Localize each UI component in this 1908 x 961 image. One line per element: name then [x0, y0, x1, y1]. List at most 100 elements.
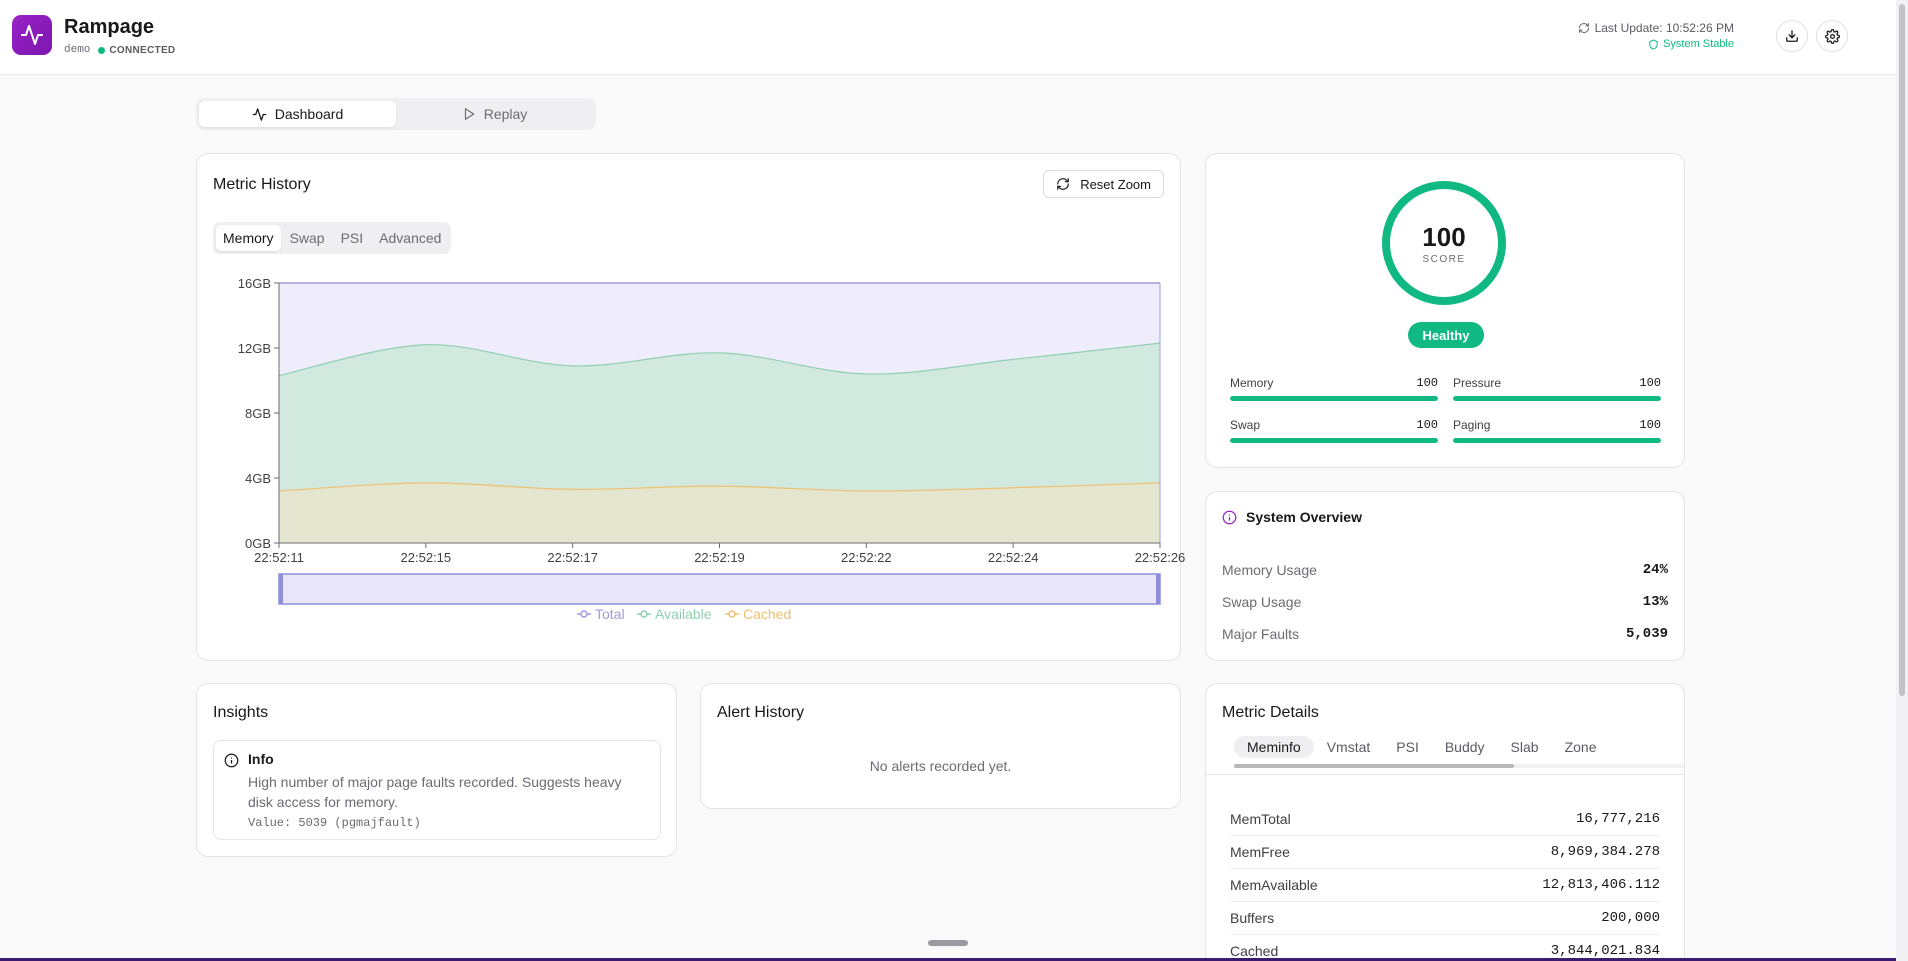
x-tick-label: 22:52:15	[401, 550, 452, 565]
gear-icon	[1824, 28, 1840, 44]
play-icon	[464, 108, 474, 120]
tab-psi[interactable]: PSI	[1396, 739, 1419, 755]
refresh-icon	[1057, 178, 1070, 190]
tabs-scrollbar[interactable]	[1234, 764, 1684, 768]
subscore-fill	[1230, 396, 1438, 401]
overview-value: 5,039	[1625, 626, 1668, 642]
table-row: MemAvailable 12,813,406.112	[1230, 869, 1660, 902]
settings-button[interactable]	[1816, 20, 1848, 52]
subscore-bar	[1230, 438, 1438, 443]
overview-value: 24%	[1642, 562, 1668, 578]
tab-meminfo[interactable]: Meminfo	[1234, 736, 1314, 758]
subscore-fill	[1453, 396, 1661, 401]
legend-swatch-marker	[728, 610, 736, 618]
tab-buddy[interactable]: Buddy	[1444, 739, 1485, 755]
system-overview-title: System Overview	[1246, 509, 1362, 525]
subtab-psi[interactable]: PSI	[340, 230, 364, 246]
tab-replay[interactable]: Replay	[396, 101, 593, 127]
memory-chart[interactable]: 0GB 4GB 8GB 12GB 16GB 22:52:11 22:52:15 22:52:1…	[197, 154, 1186, 662]
x-tick-label: 22:52:19	[694, 550, 745, 565]
download-icon	[1786, 30, 1798, 42]
table-row: MemFree 8,969,384.278	[1230, 836, 1660, 869]
drag-handle[interactable]	[928, 940, 968, 946]
overview-label: Memory Usage	[1222, 562, 1317, 578]
insight-item: Info High number of major page faults re…	[213, 740, 661, 840]
connection-status: CONNECTED	[98, 45, 175, 56]
status-badge: Healthy	[1408, 322, 1484, 348]
overview-row: Swap Usage 13%	[1222, 594, 1668, 610]
reset-zoom-button[interactable]: Reset Zoom	[1043, 170, 1164, 198]
legend-label: Cached	[743, 606, 791, 622]
subscore-label: Swap	[1230, 418, 1261, 432]
refresh-icon	[1578, 23, 1589, 33]
mode-tabs: Dashboard Replay	[196, 98, 596, 130]
metric-name: MemFree	[1230, 844, 1290, 860]
insights-title: Insights	[213, 704, 269, 721]
insights-card: Insights Info High number of major page …	[196, 683, 677, 857]
app-header: Rampage demo CONNECTED Last Update: 10:5…	[0, 0, 1896, 75]
metric-history-title: Metric History	[213, 176, 311, 193]
tab-dashboard[interactable]: Dashboard	[199, 101, 396, 127]
subscore-label: Paging	[1453, 418, 1491, 432]
subtab-memory[interactable]: Memory	[216, 225, 281, 251]
x-tick-label: 22:52:11	[254, 550, 304, 565]
page-scrollbar[interactable]	[1896, 0, 1908, 961]
subscore-label: Pressure	[1453, 376, 1502, 390]
y-tick-label: 4GB	[245, 471, 271, 486]
zoom-handle-left	[279, 574, 283, 604]
zoom-slider	[278, 573, 1161, 605]
series-line-cached	[278, 482, 1161, 492]
app-subtitle: demo CONNECTED	[64, 44, 175, 56]
tab-slab[interactable]: Slab	[1510, 739, 1539, 755]
tab-vmstat[interactable]: Vmstat	[1326, 739, 1371, 755]
insight-text: High number of major page faults recorde…	[248, 774, 622, 810]
metric-details-card: Metric Details Meminfo Vmstat PSI Buddy …	[1205, 683, 1685, 961]
score-value: 100	[1422, 222, 1466, 252]
subscore-value: 100	[1639, 376, 1661, 390]
page-scroll-thumb[interactable]	[1899, 4, 1905, 696]
alert-history-card: Alert History No alerts recorded yet.	[700, 683, 1181, 809]
metric-details-title: Metric Details	[1222, 704, 1319, 721]
subscore-value: 100	[1639, 418, 1661, 432]
metric-details-tabs: Meminfo Vmstat PSI Buddy Slab Zone	[1234, 736, 1610, 758]
subscore-swap: Swap 100	[1230, 418, 1438, 443]
x-tick-label: 22:52:17	[547, 550, 598, 565]
score-label: SCORE	[1422, 254, 1466, 265]
x-tick-label: 22:52:22	[841, 550, 892, 565]
info-icon	[224, 753, 239, 768]
table-row: MemTotal 16,777,216	[1230, 803, 1660, 836]
tab-zone[interactable]: Zone	[1564, 739, 1597, 755]
metric-value: 12,813,406.112	[1542, 877, 1660, 893]
subtab-advanced[interactable]: Advanced	[379, 230, 442, 246]
table-row: Cached 3,844,021.834	[1230, 935, 1660, 961]
app-logo	[12, 15, 52, 55]
metric-subtabs: Memory Swap PSI Advanced	[213, 222, 452, 254]
series-area-cached	[279, 482, 1160, 543]
metric-name: Buffers	[1230, 910, 1275, 926]
y-tick-label: 16GB	[238, 276, 271, 291]
alert-history-title: Alert History	[717, 704, 805, 721]
download-button[interactable]	[1776, 20, 1808, 52]
subscore-fill	[1230, 438, 1438, 443]
subtab-swap[interactable]: Swap	[289, 230, 325, 246]
last-update: Last Update: 10:52:26 PM	[1578, 21, 1734, 35]
health-score-card: 100 SCORE Healthy Memory 100 Pressure 100 …	[1205, 153, 1685, 468]
legend-swatch-marker	[640, 610, 648, 618]
score-ring	[1382, 181, 1506, 305]
subscore-value: 100	[1416, 376, 1438, 390]
tab-replay-label: Replay	[483, 106, 528, 122]
activity-icon	[21, 25, 43, 45]
overview-label: Swap Usage	[1222, 594, 1302, 610]
tab-dashboard-label: Dashboard	[274, 106, 344, 122]
metric-value: 200,000	[1601, 910, 1660, 926]
system-status: System Stable	[1648, 38, 1734, 50]
subscore-bar	[1453, 396, 1661, 401]
subscore-fill	[1453, 438, 1661, 443]
subscore-bar	[1230, 396, 1438, 401]
zoom-handle-right	[1156, 574, 1160, 604]
subscore-bar	[1453, 438, 1661, 443]
mode-label: demo	[64, 44, 91, 56]
overview-label: Major Faults	[1222, 626, 1300, 642]
subscore-pressure: Pressure 100	[1453, 376, 1661, 401]
tabs-scroll-thumb[interactable]	[1234, 764, 1514, 768]
